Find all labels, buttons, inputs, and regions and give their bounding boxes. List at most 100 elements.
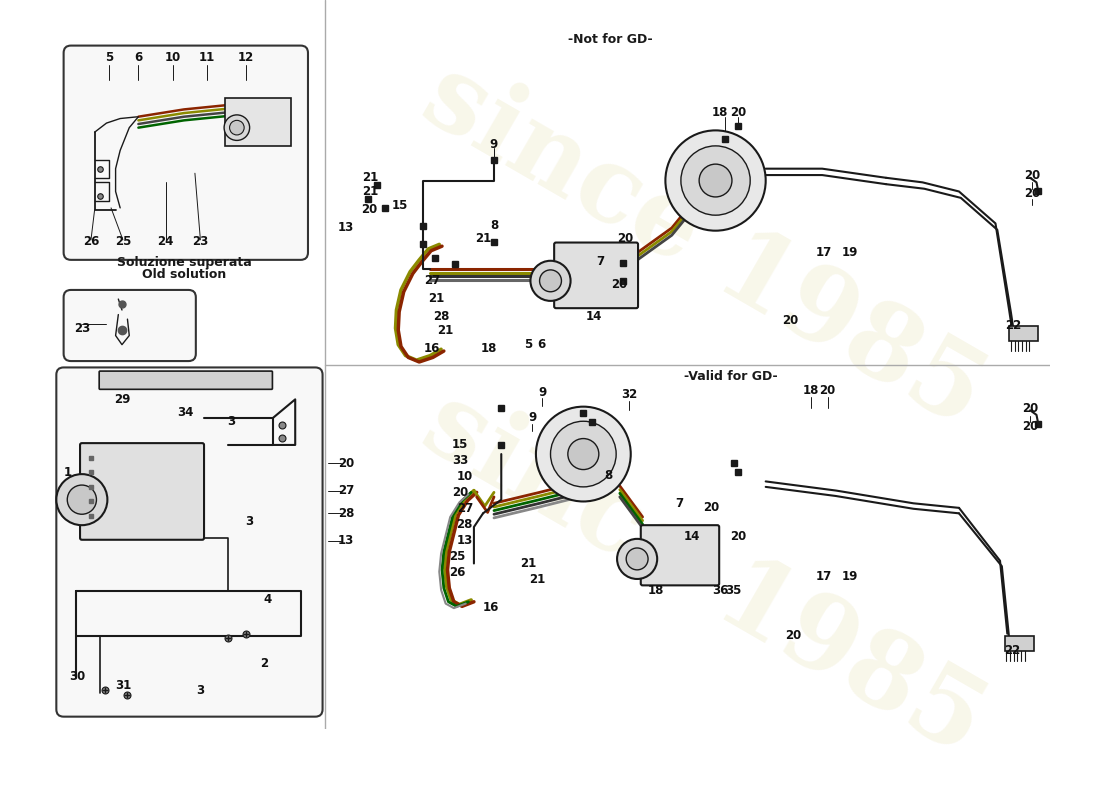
Circle shape bbox=[666, 130, 766, 230]
Text: 20: 20 bbox=[730, 530, 747, 542]
Text: 21: 21 bbox=[520, 557, 537, 570]
Text: 22: 22 bbox=[1005, 319, 1022, 332]
Circle shape bbox=[536, 406, 630, 502]
Text: 21: 21 bbox=[362, 185, 378, 198]
Text: 13: 13 bbox=[338, 534, 354, 547]
Text: 8: 8 bbox=[490, 218, 498, 232]
Text: 34: 34 bbox=[177, 406, 194, 418]
Text: 21: 21 bbox=[529, 574, 546, 586]
Text: 15: 15 bbox=[452, 438, 469, 451]
Bar bbox=[226, 98, 290, 146]
Text: 9: 9 bbox=[528, 411, 537, 424]
Circle shape bbox=[230, 120, 244, 135]
Text: 16: 16 bbox=[483, 601, 499, 614]
Text: 13: 13 bbox=[338, 222, 354, 234]
FancyBboxPatch shape bbox=[64, 290, 196, 361]
Circle shape bbox=[568, 438, 598, 470]
Text: 12: 12 bbox=[238, 51, 254, 64]
Bar bbox=[1009, 326, 1038, 341]
FancyBboxPatch shape bbox=[80, 443, 204, 540]
Circle shape bbox=[67, 485, 97, 514]
Text: 21: 21 bbox=[475, 232, 492, 246]
Text: 21: 21 bbox=[438, 323, 454, 337]
FancyBboxPatch shape bbox=[64, 46, 308, 260]
Text: 29: 29 bbox=[113, 393, 130, 406]
Text: 33: 33 bbox=[452, 454, 469, 467]
Text: 7: 7 bbox=[596, 255, 605, 268]
Text: 18: 18 bbox=[481, 342, 497, 354]
Text: 10: 10 bbox=[165, 51, 182, 64]
Text: 31: 31 bbox=[114, 679, 131, 692]
Text: 20: 20 bbox=[785, 629, 801, 642]
Text: 15: 15 bbox=[392, 198, 408, 212]
Text: 19: 19 bbox=[842, 570, 858, 582]
Text: 3: 3 bbox=[228, 414, 235, 428]
FancyBboxPatch shape bbox=[641, 525, 719, 586]
Text: 21: 21 bbox=[362, 171, 378, 184]
Text: Old solution: Old solution bbox=[142, 268, 227, 281]
Text: 28: 28 bbox=[456, 518, 473, 530]
Text: 30: 30 bbox=[69, 670, 86, 683]
Text: 1: 1 bbox=[63, 466, 72, 478]
Text: 27: 27 bbox=[456, 502, 473, 515]
Text: -Valid for GD-: -Valid for GD- bbox=[684, 370, 778, 383]
Text: 3: 3 bbox=[196, 684, 205, 697]
Text: 4: 4 bbox=[264, 594, 272, 606]
Text: 18: 18 bbox=[712, 106, 728, 118]
Text: 28: 28 bbox=[338, 507, 354, 520]
Text: 6: 6 bbox=[537, 338, 546, 351]
Bar bbox=[1004, 637, 1034, 651]
Text: 21: 21 bbox=[428, 292, 444, 305]
Text: 10: 10 bbox=[456, 470, 473, 483]
FancyBboxPatch shape bbox=[554, 242, 638, 308]
Text: 18: 18 bbox=[648, 584, 664, 598]
Text: 20: 20 bbox=[1022, 402, 1038, 415]
Circle shape bbox=[626, 548, 648, 570]
Circle shape bbox=[617, 539, 657, 579]
Text: 20: 20 bbox=[1024, 169, 1041, 182]
Text: 6: 6 bbox=[134, 51, 143, 64]
Text: 20: 20 bbox=[730, 106, 747, 118]
Text: 7: 7 bbox=[675, 497, 683, 510]
Text: -Not for GD-: -Not for GD- bbox=[569, 33, 653, 46]
Text: 35: 35 bbox=[726, 584, 742, 598]
Text: 20: 20 bbox=[1024, 186, 1041, 200]
Circle shape bbox=[681, 146, 750, 215]
Circle shape bbox=[700, 164, 732, 197]
Text: 2: 2 bbox=[261, 658, 268, 670]
Text: 25: 25 bbox=[449, 550, 465, 562]
Text: 20: 20 bbox=[361, 203, 377, 216]
Text: 9: 9 bbox=[490, 138, 498, 150]
Text: 23: 23 bbox=[192, 235, 209, 248]
Text: 25: 25 bbox=[114, 235, 131, 248]
Text: 20: 20 bbox=[703, 502, 719, 514]
Text: 16: 16 bbox=[424, 342, 440, 354]
Text: 20: 20 bbox=[820, 384, 836, 397]
Text: 36: 36 bbox=[712, 584, 728, 598]
Text: 20: 20 bbox=[617, 232, 634, 246]
Text: 19: 19 bbox=[842, 246, 858, 259]
Text: 18: 18 bbox=[803, 384, 820, 397]
Text: 20: 20 bbox=[610, 278, 627, 291]
Text: 5: 5 bbox=[106, 51, 113, 64]
Circle shape bbox=[56, 474, 108, 525]
Text: 20: 20 bbox=[1022, 420, 1038, 434]
Text: 17: 17 bbox=[816, 246, 833, 259]
Text: 24: 24 bbox=[157, 235, 174, 248]
Text: 14: 14 bbox=[586, 310, 603, 323]
Text: 22: 22 bbox=[1003, 643, 1020, 657]
Text: 32: 32 bbox=[620, 388, 637, 402]
FancyBboxPatch shape bbox=[99, 371, 273, 390]
Text: 27: 27 bbox=[338, 484, 354, 497]
Circle shape bbox=[224, 115, 250, 141]
Text: 26: 26 bbox=[449, 566, 465, 579]
Text: since 1985: since 1985 bbox=[406, 45, 1002, 448]
Text: 17: 17 bbox=[816, 570, 833, 582]
Text: 9: 9 bbox=[538, 386, 547, 398]
Circle shape bbox=[550, 422, 616, 487]
Text: 5: 5 bbox=[524, 338, 531, 351]
Circle shape bbox=[530, 261, 571, 301]
Text: 14: 14 bbox=[683, 530, 700, 542]
Text: 13: 13 bbox=[456, 534, 473, 547]
Text: 20: 20 bbox=[452, 486, 469, 499]
